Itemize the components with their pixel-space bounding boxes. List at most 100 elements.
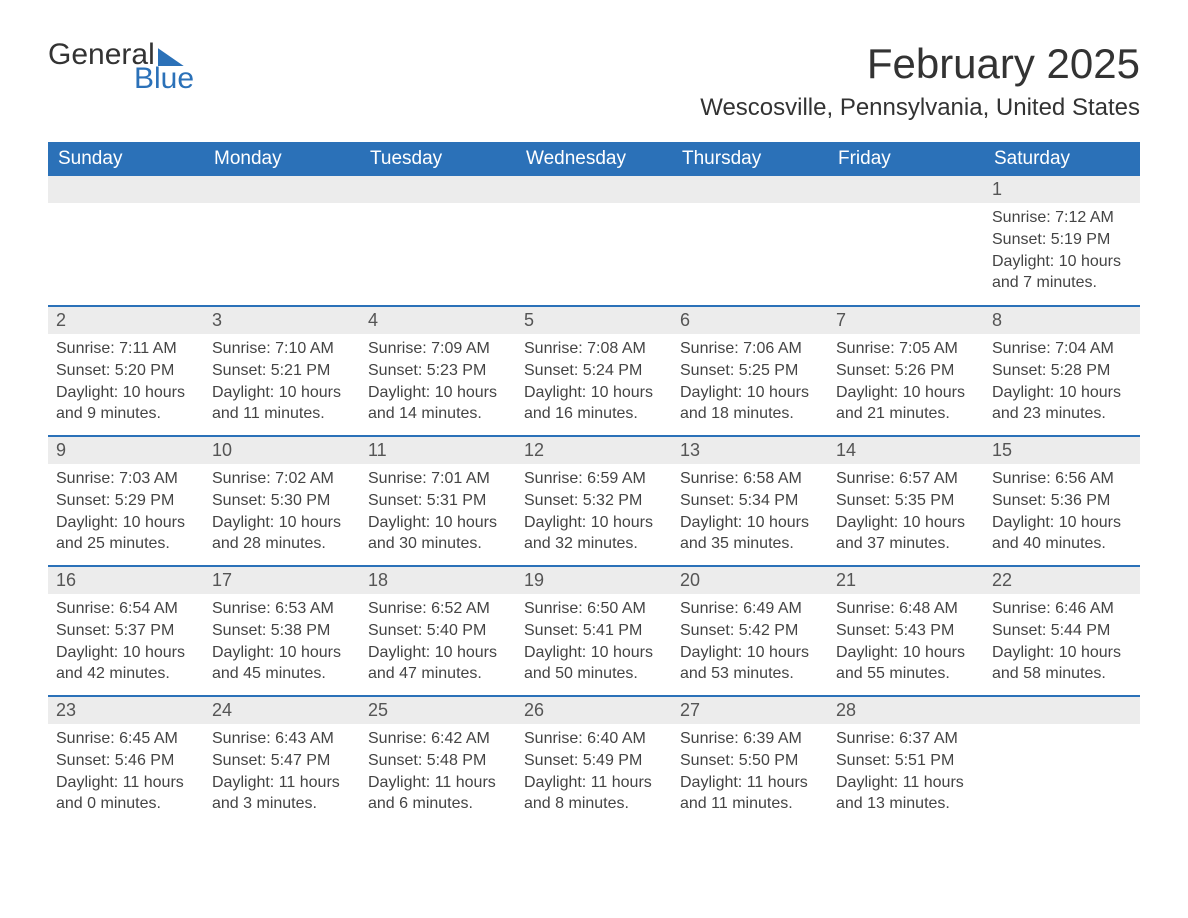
day-details: Sunrise: 6:45 AMSunset: 5:46 PMDaylight:… (48, 724, 204, 822)
calendar-cell (48, 176, 204, 306)
daylight-text: Daylight: 11 hours and 11 minutes. (680, 772, 820, 815)
day-details: Sunrise: 6:54 AMSunset: 5:37 PMDaylight:… (48, 594, 204, 692)
day-details: Sunrise: 6:37 AMSunset: 5:51 PMDaylight:… (828, 724, 984, 822)
calendar-cell: 26Sunrise: 6:40 AMSunset: 5:49 PMDayligh… (516, 696, 672, 826)
day-number: 22 (984, 567, 1140, 594)
day-details: Sunrise: 7:02 AMSunset: 5:30 PMDaylight:… (204, 464, 360, 562)
day-details: Sunrise: 7:10 AMSunset: 5:21 PMDaylight:… (204, 334, 360, 432)
sunrise-text: Sunrise: 7:08 AM (524, 338, 664, 360)
sunset-text: Sunset: 5:23 PM (368, 360, 508, 382)
sunrise-text: Sunrise: 6:39 AM (680, 728, 820, 750)
day-number (48, 176, 204, 203)
day-number: 26 (516, 697, 672, 724)
day-number: 12 (516, 437, 672, 464)
sunset-text: Sunset: 5:29 PM (56, 490, 196, 512)
sunset-text: Sunset: 5:26 PM (836, 360, 976, 382)
day-of-week-row: SundayMondayTuesdayWednesdayThursdayFrid… (48, 142, 1140, 176)
day-of-week-header: Sunday (48, 142, 204, 176)
day-number: 6 (672, 307, 828, 334)
day-number (984, 697, 1140, 724)
calendar-cell (516, 176, 672, 306)
header: General Blue February 2025 Wescosville, … (48, 40, 1140, 134)
sunset-text: Sunset: 5:31 PM (368, 490, 508, 512)
sunset-text: Sunset: 5:41 PM (524, 620, 664, 642)
day-details: Sunrise: 6:52 AMSunset: 5:40 PMDaylight:… (360, 594, 516, 692)
title-block: February 2025 Wescosville, Pennsylvania,… (700, 40, 1140, 134)
daylight-text: Daylight: 10 hours and 58 minutes. (992, 642, 1132, 685)
sunset-text: Sunset: 5:36 PM (992, 490, 1132, 512)
calendar-cell: 10Sunrise: 7:02 AMSunset: 5:30 PMDayligh… (204, 436, 360, 566)
sunset-text: Sunset: 5:20 PM (56, 360, 196, 382)
day-details: Sunrise: 6:46 AMSunset: 5:44 PMDaylight:… (984, 594, 1140, 692)
day-details: Sunrise: 7:11 AMSunset: 5:20 PMDaylight:… (48, 334, 204, 432)
sunrise-text: Sunrise: 7:05 AM (836, 338, 976, 360)
calendar-cell: 21Sunrise: 6:48 AMSunset: 5:43 PMDayligh… (828, 566, 984, 696)
day-number: 21 (828, 567, 984, 594)
daylight-text: Daylight: 11 hours and 0 minutes. (56, 772, 196, 815)
calendar-week-row: 1Sunrise: 7:12 AMSunset: 5:19 PMDaylight… (48, 176, 1140, 306)
sunset-text: Sunset: 5:40 PM (368, 620, 508, 642)
day-details: Sunrise: 6:59 AMSunset: 5:32 PMDaylight:… (516, 464, 672, 562)
calendar-cell: 5Sunrise: 7:08 AMSunset: 5:24 PMDaylight… (516, 306, 672, 436)
sunrise-text: Sunrise: 7:10 AM (212, 338, 352, 360)
day-of-week-header: Wednesday (516, 142, 672, 176)
calendar-cell: 3Sunrise: 7:10 AMSunset: 5:21 PMDaylight… (204, 306, 360, 436)
daylight-text: Daylight: 10 hours and 32 minutes. (524, 512, 664, 555)
calendar-cell: 4Sunrise: 7:09 AMSunset: 5:23 PMDaylight… (360, 306, 516, 436)
day-details: Sunrise: 6:49 AMSunset: 5:42 PMDaylight:… (672, 594, 828, 692)
day-number: 13 (672, 437, 828, 464)
daylight-text: Daylight: 10 hours and 45 minutes. (212, 642, 352, 685)
day-number: 20 (672, 567, 828, 594)
sunrise-text: Sunrise: 6:50 AM (524, 598, 664, 620)
daylight-text: Daylight: 11 hours and 13 minutes. (836, 772, 976, 815)
logo-top: General (48, 40, 194, 70)
calendar-week-row: 23Sunrise: 6:45 AMSunset: 5:46 PMDayligh… (48, 696, 1140, 826)
daylight-text: Daylight: 10 hours and 7 minutes. (992, 251, 1132, 294)
calendar-cell: 25Sunrise: 6:42 AMSunset: 5:48 PMDayligh… (360, 696, 516, 826)
calendar-cell: 23Sunrise: 6:45 AMSunset: 5:46 PMDayligh… (48, 696, 204, 826)
sunrise-text: Sunrise: 7:04 AM (992, 338, 1132, 360)
sunset-text: Sunset: 5:48 PM (368, 750, 508, 772)
day-number: 3 (204, 307, 360, 334)
daylight-text: Daylight: 11 hours and 3 minutes. (212, 772, 352, 815)
calendar-cell: 22Sunrise: 6:46 AMSunset: 5:44 PMDayligh… (984, 566, 1140, 696)
daylight-text: Daylight: 10 hours and 30 minutes. (368, 512, 508, 555)
day-number: 2 (48, 307, 204, 334)
calendar-table: SundayMondayTuesdayWednesdayThursdayFrid… (48, 142, 1140, 826)
sunset-text: Sunset: 5:51 PM (836, 750, 976, 772)
calendar-cell: 8Sunrise: 7:04 AMSunset: 5:28 PMDaylight… (984, 306, 1140, 436)
calendar-cell: 28Sunrise: 6:37 AMSunset: 5:51 PMDayligh… (828, 696, 984, 826)
daylight-text: Daylight: 10 hours and 53 minutes. (680, 642, 820, 685)
calendar-cell: 2Sunrise: 7:11 AMSunset: 5:20 PMDaylight… (48, 306, 204, 436)
day-of-week-header: Tuesday (360, 142, 516, 176)
day-number: 28 (828, 697, 984, 724)
month-title: February 2025 (700, 40, 1140, 88)
sunset-text: Sunset: 5:47 PM (212, 750, 352, 772)
day-number: 11 (360, 437, 516, 464)
calendar-cell: 9Sunrise: 7:03 AMSunset: 5:29 PMDaylight… (48, 436, 204, 566)
sunset-text: Sunset: 5:19 PM (992, 229, 1132, 251)
sunset-text: Sunset: 5:46 PM (56, 750, 196, 772)
day-details: Sunrise: 6:56 AMSunset: 5:36 PMDaylight:… (984, 464, 1140, 562)
day-details: Sunrise: 6:58 AMSunset: 5:34 PMDaylight:… (672, 464, 828, 562)
sunrise-text: Sunrise: 6:56 AM (992, 468, 1132, 490)
day-details: Sunrise: 7:06 AMSunset: 5:25 PMDaylight:… (672, 334, 828, 432)
daylight-text: Daylight: 10 hours and 9 minutes. (56, 382, 196, 425)
calendar-cell: 7Sunrise: 7:05 AMSunset: 5:26 PMDaylight… (828, 306, 984, 436)
sunset-text: Sunset: 5:49 PM (524, 750, 664, 772)
calendar-cell: 12Sunrise: 6:59 AMSunset: 5:32 PMDayligh… (516, 436, 672, 566)
day-number: 25 (360, 697, 516, 724)
daylight-text: Daylight: 10 hours and 23 minutes. (992, 382, 1132, 425)
calendar-cell (204, 176, 360, 306)
day-details: Sunrise: 6:57 AMSunset: 5:35 PMDaylight:… (828, 464, 984, 562)
sunset-text: Sunset: 5:30 PM (212, 490, 352, 512)
day-details: Sunrise: 7:04 AMSunset: 5:28 PMDaylight:… (984, 334, 1140, 432)
daylight-text: Daylight: 10 hours and 35 minutes. (680, 512, 820, 555)
daylight-text: Daylight: 10 hours and 40 minutes. (992, 512, 1132, 555)
day-number: 9 (48, 437, 204, 464)
sunset-text: Sunset: 5:43 PM (836, 620, 976, 642)
sunset-text: Sunset: 5:35 PM (836, 490, 976, 512)
day-details: Sunrise: 7:03 AMSunset: 5:29 PMDaylight:… (48, 464, 204, 562)
sunrise-text: Sunrise: 6:57 AM (836, 468, 976, 490)
logo-word-2: Blue (134, 64, 194, 94)
